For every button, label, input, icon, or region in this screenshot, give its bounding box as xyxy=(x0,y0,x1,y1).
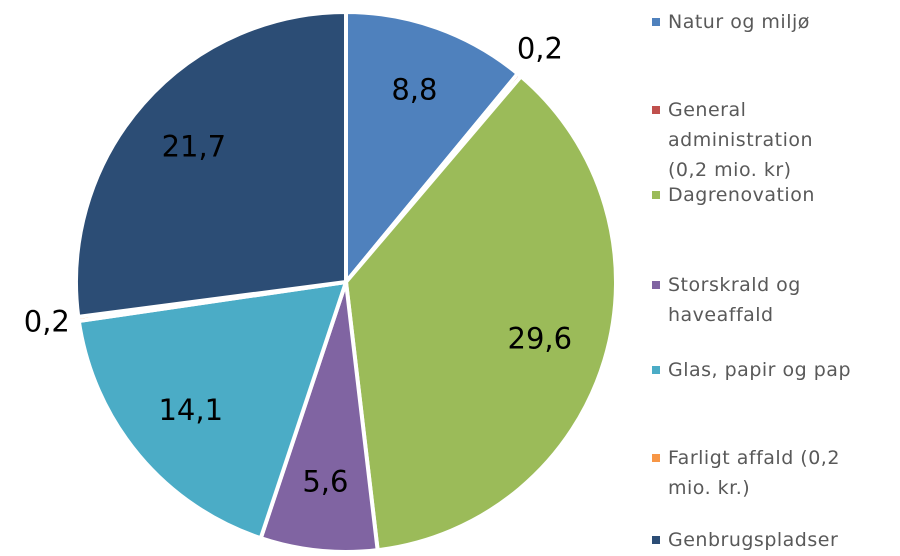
legend-item: Genbrugspladser xyxy=(652,525,892,555)
legend-label: Dagrenovation xyxy=(668,184,815,206)
legend-swatch xyxy=(652,18,660,26)
data-label: 5,6 xyxy=(302,464,348,498)
legend-item: Dagrenovation xyxy=(652,180,892,210)
data-label: 0,2 xyxy=(24,304,70,338)
legend-label: Glas, papir og pap xyxy=(668,359,852,381)
legend-label: General administration (0,2 mio. kr) xyxy=(668,99,814,181)
legend-item: Farligt affald (0,2 mio. kr.) xyxy=(652,443,842,503)
legend-label: Storskrald og haveaffald xyxy=(668,274,801,326)
legend-label: Natur og miljø xyxy=(668,11,810,33)
legend-label: Genbrugspladser xyxy=(668,529,839,551)
chart: 8,8 0,2 29,6 5,6 14,1 0,2 21,7 xyxy=(23,9,618,554)
pie-slice xyxy=(74,9,348,320)
legend-item: Storskrald og haveaffald xyxy=(652,270,812,330)
data-label: 14,1 xyxy=(158,393,223,427)
data-label: 0,2 xyxy=(517,31,563,65)
legend-swatch xyxy=(652,281,660,289)
data-label: 8,8 xyxy=(391,72,437,106)
legend-swatch xyxy=(652,191,660,199)
legend-label: Farligt affald (0,2 mio. kr.) xyxy=(668,447,840,499)
pie-slice xyxy=(76,279,349,541)
legend-item: General administration (0,2 mio. kr) xyxy=(652,95,827,185)
data-label: 21,7 xyxy=(162,129,227,163)
legend-item: Natur og miljø xyxy=(652,7,892,37)
legend-swatch xyxy=(652,366,660,374)
legend-swatch xyxy=(652,454,660,462)
pie-slice xyxy=(258,281,380,554)
pie-slice xyxy=(344,9,521,288)
legend-swatch xyxy=(652,536,660,544)
pie-slice xyxy=(343,73,618,553)
data-label: 29,6 xyxy=(508,322,573,356)
legend-swatch xyxy=(652,106,660,114)
legend-item: Glas, papir og pap xyxy=(652,355,900,385)
